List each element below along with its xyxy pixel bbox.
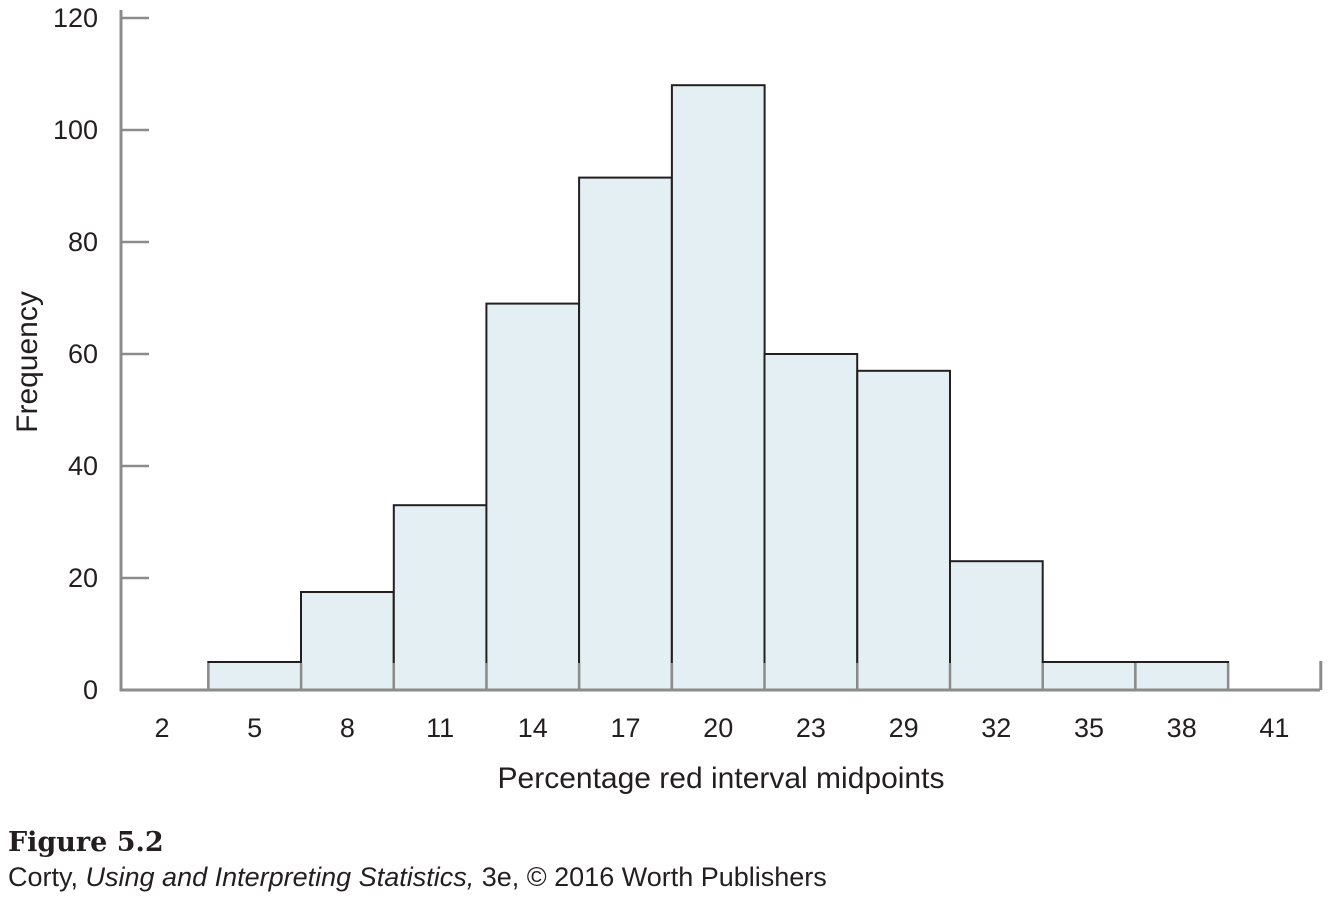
x-tick-label-2: 2: [154, 713, 169, 743]
y-tick-label-80: 80: [68, 227, 98, 257]
bar-20: [670, 84, 766, 691]
x-axis-title: Percentage red interval midpoints: [498, 762, 945, 795]
labels-layer: 0 20 40 60 80 100 120 2 5 8 11 14 17 20 23 29 32 35 38 41: [53, 3, 1289, 743]
x-tick-label-23: 23: [796, 713, 826, 743]
bar-29: [856, 369, 951, 691]
y-tick-label-120: 120: [53, 3, 98, 33]
x-tick-label-29: 29: [889, 713, 919, 743]
y-tick-label-20: 20: [68, 563, 98, 593]
bar-8: [300, 591, 395, 691]
x-tick-label-5: 5: [247, 713, 262, 743]
bar-14: [485, 302, 581, 691]
x-tick-label-11: 11: [426, 713, 454, 743]
y-axis-title: Frequency: [11, 291, 44, 433]
x-tick-label-35: 35: [1074, 713, 1104, 743]
x-tick-label-20: 20: [703, 713, 733, 743]
y-tick-label-40: 40: [68, 451, 98, 481]
figure-credit: Corty, Using and Interpreting Statistics…: [8, 860, 1308, 894]
credit-author: Corty,: [8, 862, 86, 892]
x-tick-label-14: 14: [518, 713, 548, 743]
credit-edition: 3e, © 2016 Worth Publishers: [474, 862, 827, 892]
figure-number: Figure 5.2: [8, 827, 164, 858]
bar-38: [1134, 661, 1230, 691]
bar-23: [763, 353, 859, 691]
x-tick-label-8: 8: [340, 713, 355, 743]
bar-5: [207, 661, 302, 691]
credit-book-title: Using and Interpreting Statistics,: [85, 862, 475, 892]
bar-32: [949, 560, 1044, 692]
x-tick-label-17: 17: [610, 713, 640, 743]
x-tick-label-41: 41: [1259, 713, 1289, 743]
y-tick-label-60: 60: [68, 339, 98, 369]
bar-35: [1041, 661, 1137, 691]
y-tick-label-0: 0: [83, 675, 98, 705]
y-tick-label-100: 100: [53, 115, 98, 145]
bars-layer: [207, 84, 1230, 692]
x-tick-label-32: 32: [981, 713, 1011, 743]
bar-11: [392, 504, 488, 692]
figure-caption: Figure 5.2 Corty, Using and Interpreting…: [8, 826, 1308, 894]
axes-layer: [119, 10, 1323, 692]
bar-17: [578, 176, 673, 692]
x-tick-label-38: 38: [1167, 713, 1197, 743]
